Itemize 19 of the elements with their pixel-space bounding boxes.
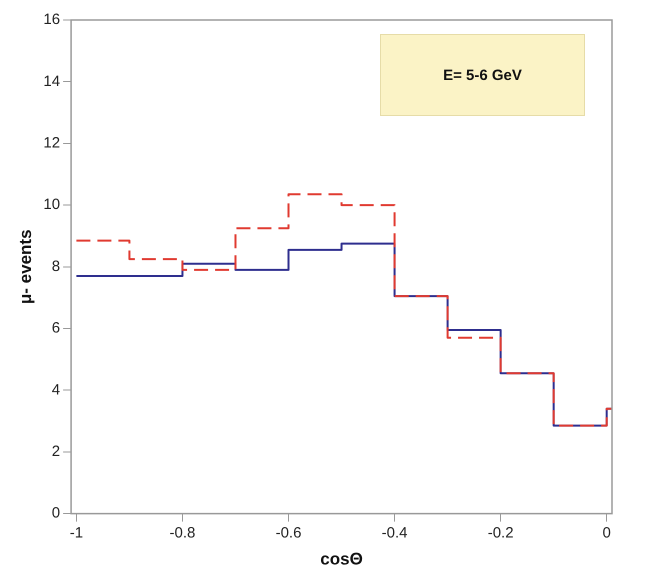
y-tick-label: 0	[52, 504, 60, 522]
note-box: E= 5-6 GeV	[380, 34, 585, 116]
y-tick-label: 14	[43, 72, 60, 90]
y-tick-label: 10	[43, 196, 60, 214]
x-axis-title: cosΘ	[320, 549, 363, 568]
y-tick-label: 16	[43, 11, 60, 28]
y-tick-label: 6	[52, 320, 60, 337]
annotation: E= 5-6 GeV	[443, 66, 522, 84]
y-tick-label: 8	[52, 258, 60, 275]
x-tick-label: 0	[602, 524, 611, 542]
x-tick-label: -1	[70, 524, 84, 542]
x-tick-label: -0.8	[170, 524, 196, 542]
y-tick-label: 12	[43, 134, 60, 152]
x-tick-label: -0.2	[488, 524, 514, 542]
y-tick-label: 2	[52, 443, 60, 460]
y-tick-label: 4	[52, 381, 60, 398]
x-tick-label: -0.4	[382, 524, 408, 542]
y-axis-title: μ- events	[16, 229, 35, 304]
x-tick-label: -0.6	[276, 524, 302, 542]
